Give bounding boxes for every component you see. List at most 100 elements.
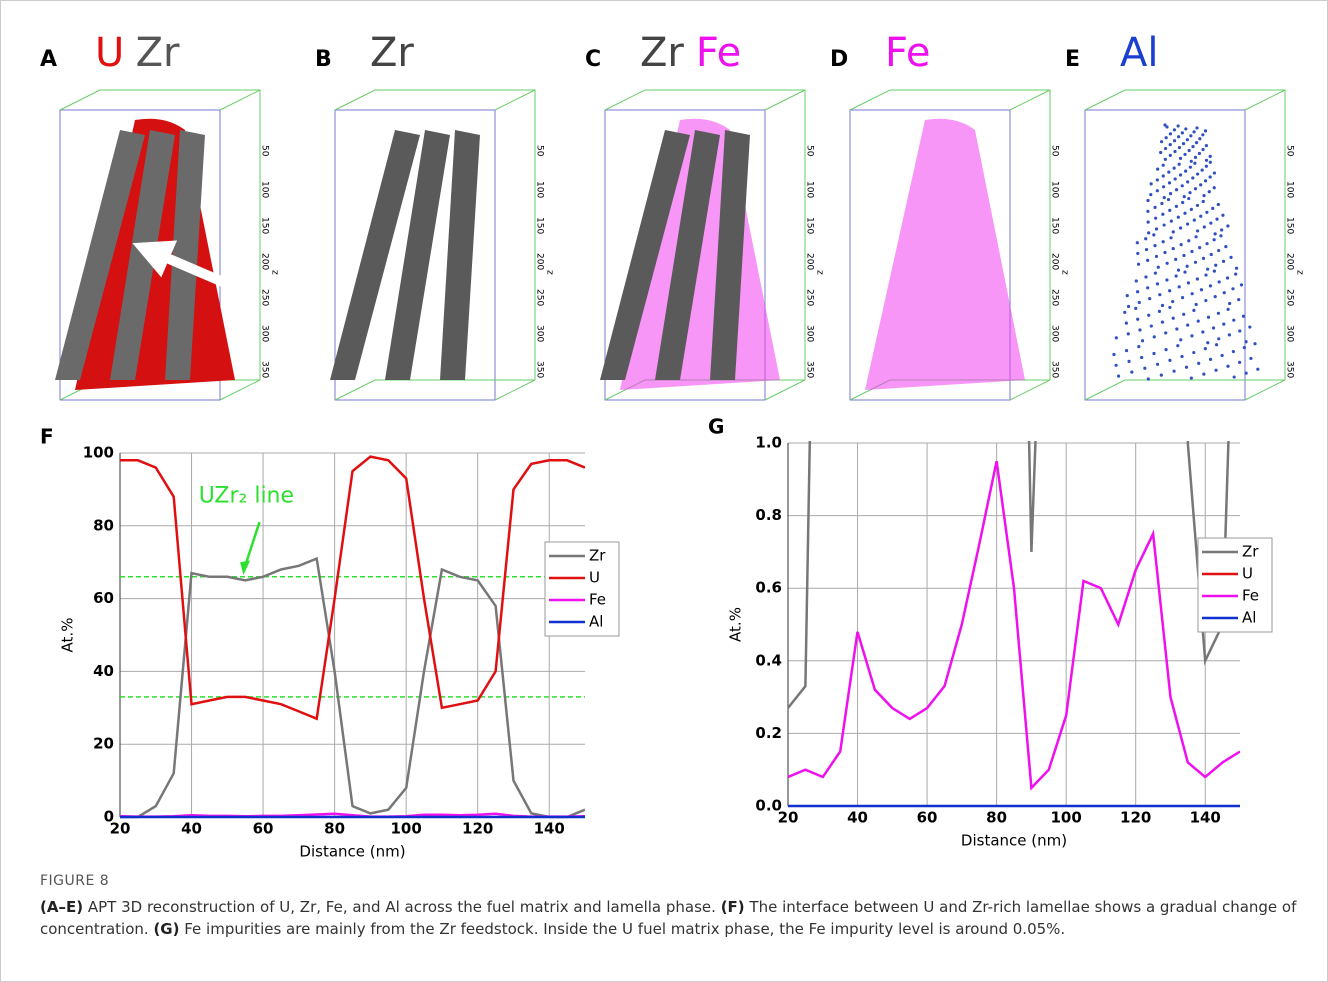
atom <box>1234 266 1239 270</box>
atom <box>1192 130 1196 134</box>
atom <box>1213 295 1217 299</box>
atom <box>1206 267 1210 271</box>
atom <box>1168 305 1172 310</box>
x-tick-label: 40 <box>847 809 868 827</box>
atom <box>1126 332 1130 336</box>
panel-letter: D <box>830 47 848 72</box>
atom <box>1208 154 1212 158</box>
atom <box>1182 312 1186 316</box>
x-axis-label: Distance (nm) <box>961 832 1067 850</box>
atom <box>1198 245 1202 250</box>
atom <box>1226 364 1230 368</box>
atom <box>1208 357 1213 362</box>
caption-run: The interface between U and Zr-rich lame… <box>40 898 1297 938</box>
atom <box>1215 217 1219 221</box>
atom <box>1204 158 1209 162</box>
z-tick-label: 50 <box>1050 145 1060 157</box>
atom <box>1224 245 1228 249</box>
atom <box>1242 346 1246 350</box>
atom <box>1234 272 1238 276</box>
x-tick-label: 120 <box>462 820 493 838</box>
atom <box>1178 156 1183 160</box>
atom <box>1168 208 1172 212</box>
atom <box>1155 178 1159 182</box>
atom <box>1232 318 1236 322</box>
x-tick-label: 120 <box>1120 809 1151 827</box>
atom <box>1173 177 1177 181</box>
atom <box>1204 164 1208 168</box>
atom <box>1162 223 1166 227</box>
atom <box>1185 138 1189 142</box>
atom <box>1244 371 1248 375</box>
atom <box>1191 176 1195 180</box>
atom <box>1239 283 1244 287</box>
atom <box>1154 254 1159 259</box>
y-tick-label: 0.0 <box>755 797 782 815</box>
series-line <box>120 455 585 721</box>
atom <box>1196 319 1200 323</box>
atom <box>1209 221 1213 225</box>
atom <box>1194 235 1198 239</box>
atom <box>1168 289 1172 293</box>
atom <box>1209 252 1213 257</box>
box-front <box>604 109 766 401</box>
legend-label: Zr <box>589 547 606 565</box>
atom <box>1213 232 1217 236</box>
atom <box>1146 209 1150 213</box>
atom <box>1253 342 1257 346</box>
atom <box>1192 218 1196 222</box>
z-tick-label: 250 <box>805 289 815 306</box>
atom <box>1171 299 1175 304</box>
x-tick-label: 20 <box>778 809 799 827</box>
x-tick-label: 80 <box>324 820 345 838</box>
atom <box>1203 179 1208 183</box>
atom <box>1179 243 1183 247</box>
atom <box>1177 162 1181 166</box>
atom <box>1169 236 1173 240</box>
atom <box>1159 373 1163 377</box>
atom <box>1220 228 1224 232</box>
atom <box>1153 271 1157 275</box>
z-tick-label: 50 <box>535 145 545 157</box>
atom <box>1137 300 1141 305</box>
lamella <box>655 130 720 380</box>
atom <box>1124 321 1128 325</box>
atom <box>1178 173 1183 177</box>
atom <box>1163 157 1167 161</box>
atom <box>1189 159 1193 163</box>
z-axis-label: z <box>1060 270 1070 275</box>
atom <box>1182 194 1186 199</box>
atom <box>1184 169 1188 173</box>
x-tick-label: 20 <box>110 820 131 838</box>
atom <box>1185 222 1190 226</box>
atom <box>1217 337 1221 341</box>
annotation-arrow <box>244 521 261 567</box>
atom <box>1161 212 1165 216</box>
atom <box>1207 190 1211 194</box>
atom <box>1136 262 1141 266</box>
atom <box>1214 263 1218 267</box>
atom <box>1144 275 1148 279</box>
atom <box>1127 359 1131 363</box>
atom <box>1159 150 1163 155</box>
atom <box>1193 187 1198 191</box>
atom <box>1168 132 1173 136</box>
atom <box>1185 264 1189 268</box>
lamella <box>440 130 480 380</box>
atom <box>1172 369 1176 373</box>
atom <box>1212 171 1217 175</box>
atom <box>1161 240 1165 244</box>
atom <box>1176 124 1180 128</box>
atom <box>1226 307 1230 311</box>
atom <box>1216 202 1220 207</box>
atom <box>1212 186 1216 190</box>
atom <box>1241 314 1246 318</box>
y-tick-label: 40 <box>93 662 114 680</box>
atom <box>1184 127 1188 131</box>
z-tick-label: 300 <box>1285 325 1295 342</box>
atom <box>1168 192 1173 196</box>
atom <box>1140 339 1145 343</box>
atom <box>1192 308 1196 312</box>
atom <box>1125 294 1129 298</box>
atom <box>1183 270 1187 274</box>
